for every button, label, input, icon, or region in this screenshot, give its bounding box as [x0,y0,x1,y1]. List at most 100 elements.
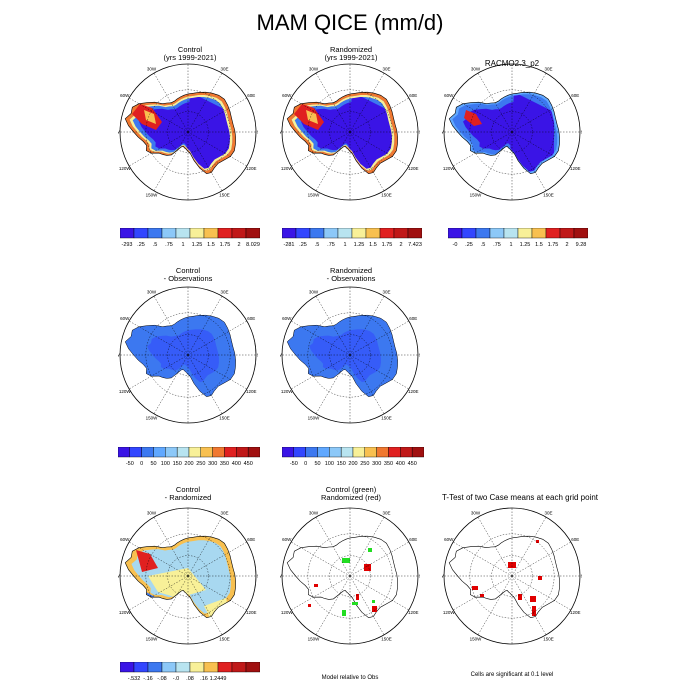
longitude-label: 150E [381,637,392,642]
meridian-line [153,517,189,577]
colorbar-swatch [517,228,533,239]
longitude-label: 90E [257,574,258,579]
footnote-significance: Cells are significant at 0.1 level [470,672,554,678]
title-line: - Observations [326,274,376,283]
colorbar-tick-label: -50 [290,461,298,467]
meridian-line [129,354,189,390]
significance-patch [372,600,375,603]
colorbar-swatch [120,228,135,239]
colorbar-tick-label: 2 [565,242,568,248]
colorbar-swatch [400,447,413,458]
longitude-label: 120E [408,389,419,394]
title-line: T-Test of two Case means at each grid po… [441,493,599,502]
colorbar-tick-label: 9.28 [576,242,587,248]
longitude-label: 120W [119,610,132,615]
colorbar-tick-label: 1 [509,242,512,248]
colorbar-tick-label: -.16 [143,676,152,682]
meridian-line [187,575,223,635]
colorbar-tick-label: 1.5 [207,242,215,248]
longitude-label: 90W [442,574,444,579]
colorbar-swatch [203,662,219,673]
meridian-line [477,575,513,635]
meridian-line [129,131,189,167]
colorbar-swatch [245,662,260,673]
colorbar-swatch [573,228,588,239]
meridian-line [187,296,223,356]
colorbar-tick-label: .25 [299,242,307,248]
title-line: Randomized [329,266,373,275]
longitude-label: 150W [470,637,483,642]
colorbar-swatch [545,228,561,239]
title-line: (yrs 1999-2021) [163,53,217,62]
ice-plateau-east [510,92,554,174]
significance-patch [518,594,522,600]
longitude-label: 120E [408,166,419,171]
meridian-line [477,517,513,577]
colorbar-swatch [147,228,163,239]
colorbar-swatch [295,228,311,239]
meridian-line [477,131,513,191]
longitude-label: 60E [247,316,255,321]
colorbar-tick-label: .5 [315,242,320,248]
meridian-line [129,541,189,577]
meridian-line [187,131,223,191]
colorbar-tick-label: 2 [237,242,240,248]
meridian-line [187,354,247,390]
significance-patch [356,594,359,600]
title-line: (yrs 1999-2021) [324,53,378,62]
significance-patch [372,606,377,612]
colorbar-randomized: -281 .25 .5 .75 1 1.25 1.5 1.75 2 7.423 [282,228,422,248]
meridian-line [187,575,247,611]
colorbar-swatch [231,662,247,673]
longitude-label: 60E [409,316,417,321]
meridian-line [187,97,247,133]
longitude-label: 150E [543,193,554,198]
colorbar-swatch [188,447,202,458]
title-line: Control [175,266,201,275]
diff-positive-region [148,568,206,598]
colorbar-tick-label: 1.5 [535,242,543,248]
longitude-label: 120E [570,166,581,171]
longitude-label: 90E [257,353,258,358]
meridian-line [153,354,189,414]
significance-patch [314,584,318,587]
colorbar-swatch [175,228,191,239]
longitude-label: 90E [581,574,582,579]
panel-title-racmo: RACMO2.3_p2 [432,60,592,68]
colorbar-randomized-obs: -50 0 50 100 150 200 250 300 350 400 450 [282,447,424,467]
lat-circle-inner [167,334,209,376]
longitude-label: 90W [118,574,120,579]
longitude-label: 120W [443,166,456,171]
colorbar-tick-label: 350 [220,461,229,467]
significance-patch [342,558,350,563]
map-frame [281,63,419,201]
longitude-label: 60W [282,316,292,321]
colorbar-tick-label: 1 [343,242,346,248]
longitude-label: 150E [219,416,230,421]
lat-circle-inner [329,334,371,376]
colorbar-tick-label: 450 [244,461,253,467]
title-line: Control [177,45,203,54]
meridian-line [291,541,351,577]
longitude-label: 60W [120,537,130,542]
longitude-label: 60W [120,316,130,321]
map-frame [443,507,581,645]
colorbar-tick-label: 250 [360,461,369,467]
significance-patch [308,604,311,607]
meridian-line [511,517,547,577]
colorbar-swatch [365,228,381,239]
colorbar-swatch [305,447,318,458]
longitude-label: 150W [146,193,159,198]
meridian-line [153,575,189,635]
longitude-label: 60E [247,537,255,542]
coastline [286,91,398,175]
panel-title-significance: Control (green) Randomized (red) [271,486,431,502]
colorbar-swatch [388,447,401,458]
colorbar-racmo: -0 .25 .5 .75 1 1.25 1.5 1.75 2 9.28 [448,228,588,248]
longitude-label: 30W [147,66,157,71]
map-control: 030E60E90E120E150E180150W120W90W60W30W [118,63,258,201]
longitude-label: 60W [444,93,454,98]
longitude-label: 60W [282,537,292,542]
colorbar-swatch [341,447,354,458]
colorbar-swatch [200,447,213,458]
